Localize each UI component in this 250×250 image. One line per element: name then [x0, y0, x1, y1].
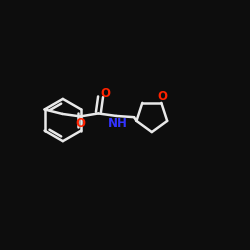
- Text: O: O: [75, 117, 85, 130]
- Text: O: O: [100, 87, 110, 100]
- Text: NH: NH: [108, 117, 127, 130]
- Text: O: O: [158, 90, 168, 103]
